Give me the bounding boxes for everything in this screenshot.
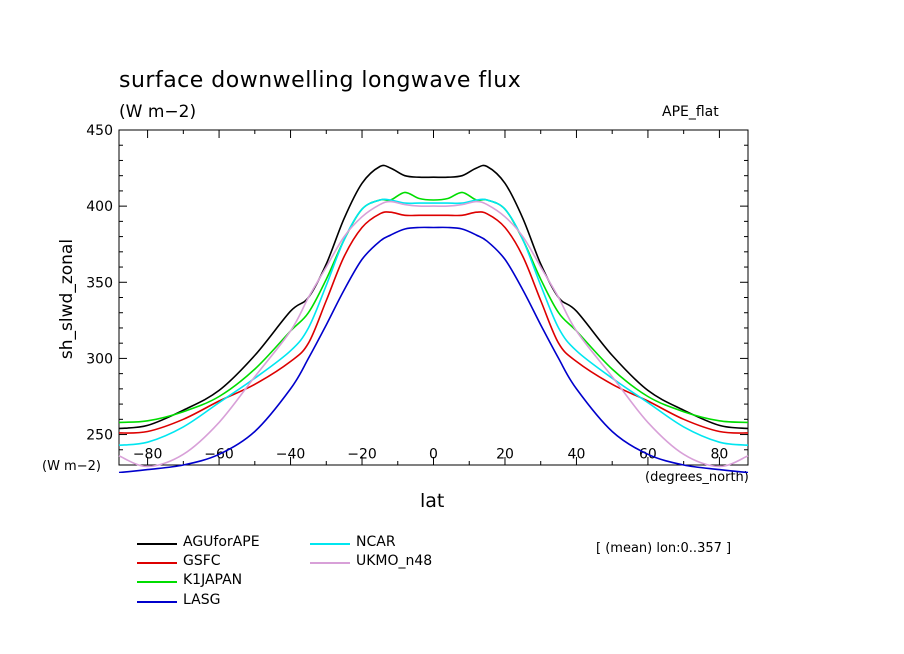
x-tick-label: −80 bbox=[133, 447, 163, 463]
plot-frame bbox=[118, 129, 749, 466]
x-tick-label: −20 bbox=[347, 447, 377, 463]
y-tick-label: 400 bbox=[86, 199, 113, 215]
legend-label: K1JAPAN bbox=[183, 572, 243, 588]
y-tick-label: 350 bbox=[86, 275, 113, 291]
legend-swatch bbox=[137, 543, 177, 545]
x-tick-label: 20 bbox=[496, 447, 514, 463]
averaging-note: [ (mean) lon:0..357 ] bbox=[596, 541, 732, 556]
legend-label: UKMO_n48 bbox=[356, 553, 433, 569]
x-tick-label: 80 bbox=[710, 447, 728, 463]
legend-swatch bbox=[137, 562, 177, 564]
x-axis-label: lat bbox=[420, 490, 445, 512]
x-tick-label: 40 bbox=[568, 447, 586, 463]
series-line-aguforape bbox=[118, 164, 749, 430]
legend-swatch bbox=[137, 581, 177, 583]
legend-swatch bbox=[310, 543, 350, 545]
y-tick-label: 450 bbox=[86, 123, 113, 139]
series-line-k1japan bbox=[118, 191, 749, 424]
y-tick-label: 250 bbox=[86, 428, 113, 444]
legend-swatch bbox=[310, 562, 350, 564]
units-label-right: (degrees_north) bbox=[645, 470, 749, 485]
units-label-top: (W m−2) bbox=[119, 102, 197, 122]
legend-label: LASG bbox=[183, 592, 221, 608]
series-line-ncar bbox=[118, 198, 749, 446]
experiment-label: APE_flat bbox=[662, 104, 719, 120]
series-line-ukmo-n48 bbox=[118, 200, 749, 468]
y-tick-label: 300 bbox=[86, 351, 113, 367]
x-tick-label: −40 bbox=[276, 447, 306, 463]
x-tick-label: 0 bbox=[429, 447, 438, 463]
chart-title: surface downwelling longwave flux bbox=[119, 68, 522, 93]
series-line-lasg bbox=[118, 226, 749, 473]
units-label-left: (W m−2) bbox=[42, 459, 101, 474]
legend-swatch bbox=[137, 601, 177, 603]
series-line-gsfc bbox=[118, 211, 749, 434]
legend-label: NCAR bbox=[356, 534, 396, 550]
legend-label: GSFC bbox=[183, 553, 221, 569]
legend-label: AGUforAPE bbox=[183, 534, 260, 550]
